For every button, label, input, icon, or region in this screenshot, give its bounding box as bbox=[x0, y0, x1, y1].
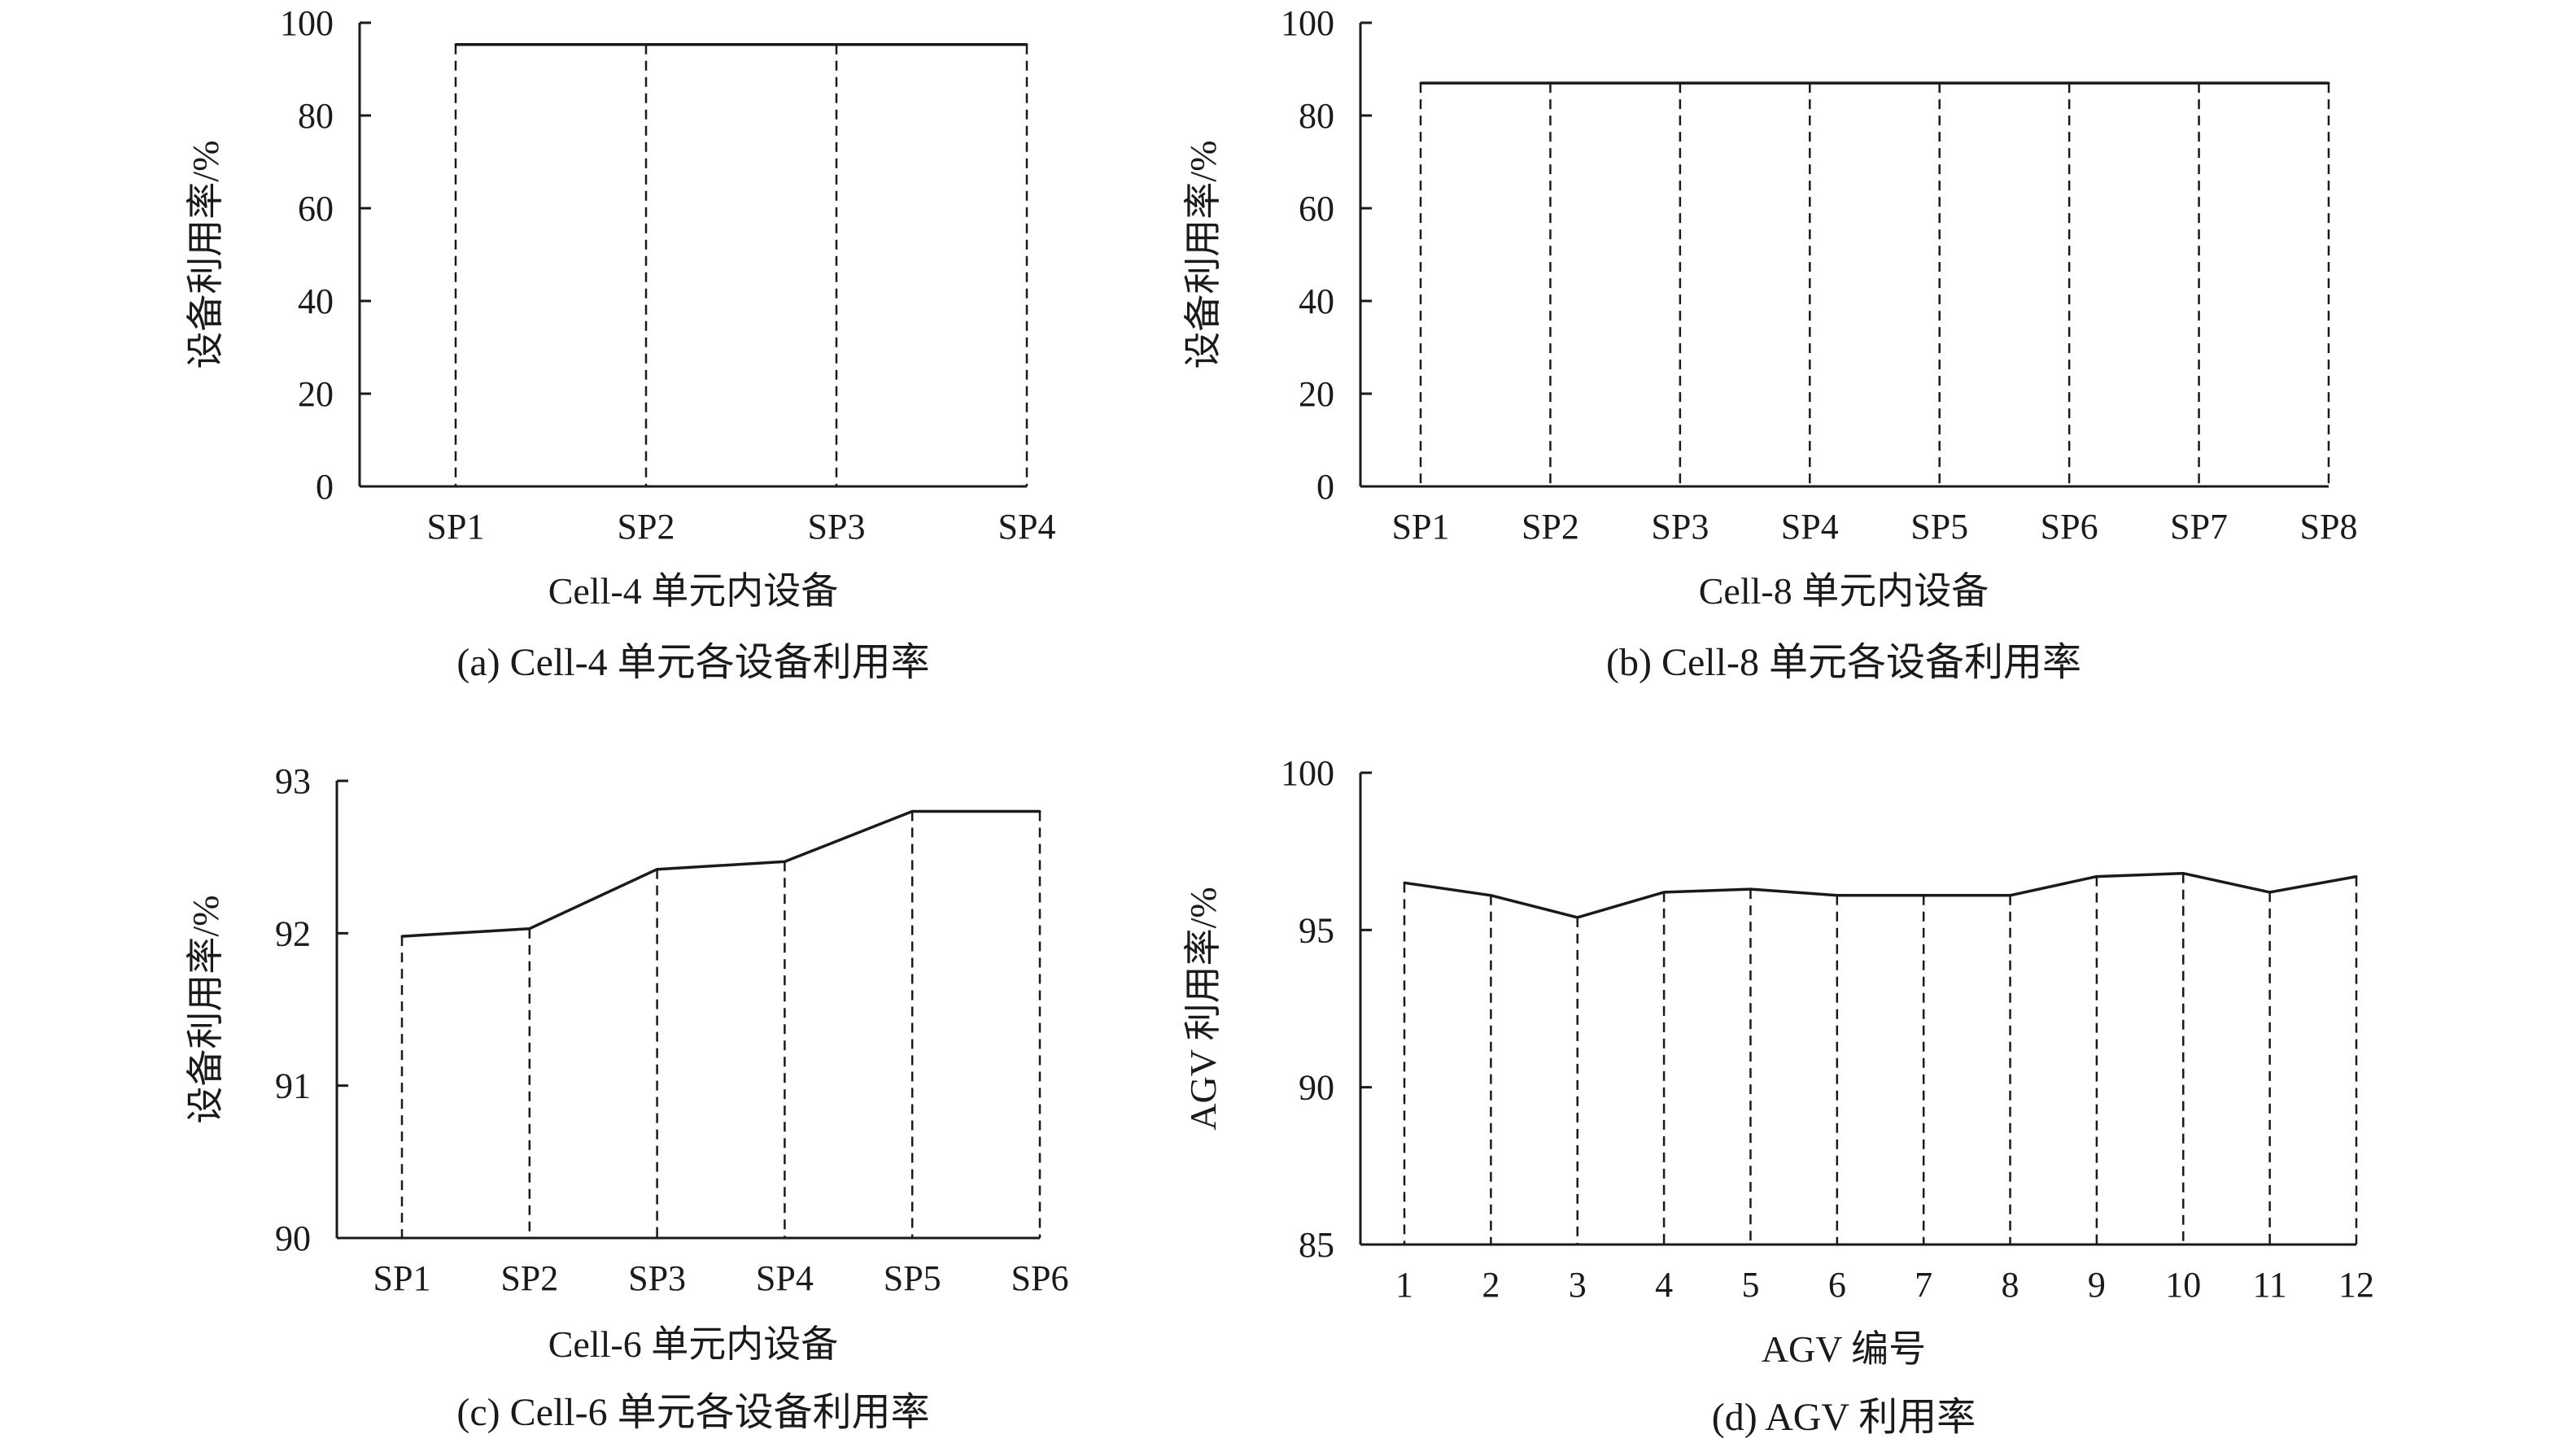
panel-caption: (d) AGV 利用率 bbox=[1712, 1396, 1976, 1439]
x-tick-label: 7 bbox=[1915, 1265, 1932, 1305]
data-point bbox=[2198, 81, 2201, 85]
data-point bbox=[644, 43, 648, 46]
y-tick-label: 20 bbox=[298, 374, 334, 414]
x-tick-label: SP3 bbox=[808, 507, 866, 547]
y-tick-label: 0 bbox=[1316, 467, 1334, 507]
x-tick-label: SP2 bbox=[618, 507, 675, 547]
data-point bbox=[1025, 43, 1028, 46]
y-tick-label: 100 bbox=[280, 3, 334, 43]
y-axis-title: 设备利用率/% bbox=[185, 895, 226, 1123]
panel-caption: (b) Cell-8 单元各设备利用率 bbox=[1606, 641, 2081, 684]
x-tick-label: 5 bbox=[1741, 1265, 1759, 1305]
data-point bbox=[910, 809, 914, 813]
data-point bbox=[656, 868, 659, 871]
data-point bbox=[1403, 881, 1406, 884]
y-tick-label: 95 bbox=[1299, 910, 1334, 950]
x-tick-label: 6 bbox=[1828, 1265, 1846, 1305]
data-point bbox=[1576, 916, 1579, 919]
x-tick-label: SP5 bbox=[1910, 507, 1968, 547]
x-tick-label: 4 bbox=[1655, 1265, 1673, 1305]
data-point bbox=[2067, 81, 2071, 85]
data-point bbox=[2355, 875, 2358, 878]
data-point bbox=[528, 927, 531, 931]
y-tick-label: 40 bbox=[298, 281, 334, 321]
y-tick-label: 100 bbox=[1281, 3, 1334, 43]
x-tick-label: 11 bbox=[2252, 1265, 2286, 1305]
x-axis-title: Cell-6 单元内设备 bbox=[548, 1323, 838, 1365]
y-axis-title: 设备利用率/% bbox=[185, 140, 226, 368]
data-point bbox=[400, 935, 404, 938]
x-axis-title: Cell-4 单元内设备 bbox=[548, 570, 838, 612]
y-tick-label: 0 bbox=[316, 467, 334, 507]
y-tick-label: 80 bbox=[1299, 96, 1334, 136]
x-tick-label: 3 bbox=[1569, 1265, 1587, 1305]
y-tick-label: 85 bbox=[1299, 1225, 1334, 1265]
y-tick-label: 60 bbox=[298, 189, 334, 229]
x-tick-label: SP4 bbox=[756, 1258, 814, 1298]
data-point bbox=[1548, 81, 1552, 85]
panel-c-cell6-utilization: 90 91 92 93 SP1 SP2 SP3 SP4 SP5 SP6 Cell-6 单元内设备 设备… bbox=[185, 761, 1068, 1434]
data-point bbox=[1808, 81, 1811, 85]
x-axis-title: AGV 编号 bbox=[1762, 1328, 1926, 1370]
data-point bbox=[1489, 894, 1492, 897]
data-point bbox=[1662, 891, 1666, 894]
x-tick-label: 10 bbox=[2165, 1265, 2201, 1305]
x-tick-label: SP6 bbox=[2041, 507, 2098, 547]
data-point bbox=[1419, 81, 1422, 85]
x-tick-label: SP3 bbox=[628, 1258, 686, 1298]
y-tick-label: 100 bbox=[1281, 753, 1334, 793]
x-tick-label: 12 bbox=[2338, 1265, 2374, 1305]
x-tick-label: 1 bbox=[1395, 1265, 1413, 1305]
x-tick-label: SP5 bbox=[884, 1258, 941, 1298]
data-point bbox=[1038, 809, 1041, 813]
data-point bbox=[2327, 81, 2330, 85]
x-tick-label: SP3 bbox=[1651, 507, 1709, 547]
x-tick-label: SP4 bbox=[998, 507, 1056, 547]
y-tick-label: 93 bbox=[275, 761, 311, 801]
x-tick-label: SP6 bbox=[1011, 1258, 1069, 1298]
series-line bbox=[401, 809, 1040, 938]
y-tick-label: 91 bbox=[275, 1066, 311, 1106]
x-tick-label: SP4 bbox=[1781, 507, 1839, 547]
x-tick-label: SP2 bbox=[500, 1258, 558, 1298]
y-tick-label: 80 bbox=[298, 96, 334, 136]
x-tick-label: 8 bbox=[2002, 1265, 2019, 1305]
y-tick-label: 40 bbox=[1299, 281, 1334, 321]
data-point bbox=[1749, 887, 1752, 891]
x-tick-label: 2 bbox=[1482, 1265, 1500, 1305]
x-tick-label: SP8 bbox=[2300, 507, 2358, 547]
data-point bbox=[2009, 894, 2012, 897]
x-tick-label: SP1 bbox=[373, 1258, 431, 1298]
panel-caption: (c) Cell-6 单元各设备利用率 bbox=[456, 1391, 929, 1434]
data-point bbox=[1922, 894, 1925, 897]
data-point bbox=[2095, 875, 2098, 878]
series-line bbox=[1404, 871, 2357, 919]
x-tick-label: SP2 bbox=[1522, 507, 1579, 547]
x-axis-title: Cell-8 单元内设备 bbox=[1699, 570, 1989, 612]
y-tick-label: 20 bbox=[1299, 374, 1334, 414]
y-tick-label: 90 bbox=[275, 1218, 311, 1258]
data-point bbox=[2181, 872, 2185, 875]
panel-a-cell4-utilization: 0 20 40 60 80 100 SP1 SP2 SP3 SP4 Cell-4 单元内设备 设备利用… bbox=[185, 3, 1055, 684]
panel-b-cell8-utilization: 0 20 40 60 80 100 SP1 SP2 SP3 SP4 SP5 SP6 SP7 SP8 Cell… bbox=[1182, 3, 2357, 684]
data-point bbox=[454, 43, 457, 46]
y-tick-label: 90 bbox=[1299, 1068, 1334, 1108]
data-point bbox=[1679, 81, 1682, 85]
y-tick-label: 92 bbox=[275, 913, 311, 953]
data-point bbox=[1836, 894, 1839, 897]
x-tick-label: SP7 bbox=[2170, 507, 2228, 547]
y-tick-label: 60 bbox=[1299, 189, 1334, 229]
data-point bbox=[835, 43, 838, 46]
y-axis-title: 设备利用率/% bbox=[1182, 140, 1224, 368]
x-tick-label: SP1 bbox=[427, 507, 485, 547]
y-axis-title: AGV 利用率/% bbox=[1182, 887, 1224, 1130]
x-tick-label: 9 bbox=[2088, 1265, 2106, 1305]
panel-caption: (a) Cell-4 单元各设备利用率 bbox=[456, 641, 929, 684]
data-point bbox=[2268, 891, 2272, 894]
data-point bbox=[1938, 81, 1941, 85]
data-point bbox=[783, 860, 786, 863]
x-tick-label: SP1 bbox=[1392, 507, 1450, 547]
